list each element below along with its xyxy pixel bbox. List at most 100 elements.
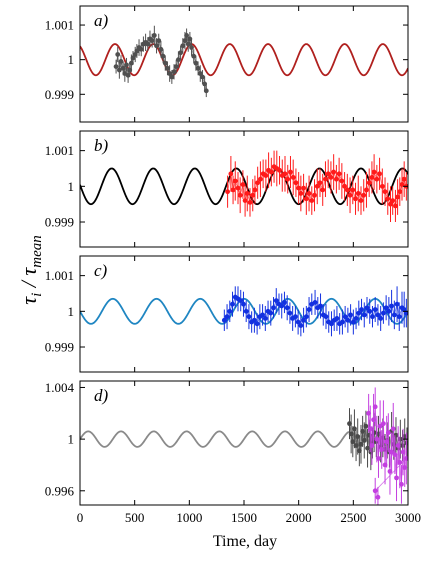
data-point (243, 308, 249, 314)
y-tick-label: 0.996 (45, 483, 75, 498)
data-point (237, 192, 243, 198)
data-point (383, 305, 389, 311)
data-point (348, 312, 353, 318)
data-point (363, 423, 369, 429)
y-axis-label: τi / τmean (16, 235, 45, 305)
data-point (385, 430, 391, 436)
panel-letter: b) (94, 136, 109, 155)
data-point (397, 436, 403, 442)
data-point (230, 187, 236, 193)
data-point (393, 432, 399, 438)
series-1 (225, 150, 408, 223)
data-point (400, 443, 405, 448)
data-point (160, 53, 166, 59)
data-point (167, 71, 173, 76)
data-point (334, 316, 340, 321)
data-point (176, 57, 181, 63)
data-point (180, 43, 186, 49)
y-axis-label-sub-mean: mean (29, 235, 45, 268)
data-point (279, 303, 285, 309)
data-point (339, 178, 345, 184)
panel-frame (79, 130, 409, 248)
data-point (298, 191, 304, 196)
data-point (255, 180, 261, 186)
data-point (403, 310, 408, 316)
data-point (247, 199, 253, 205)
data-point (397, 459, 403, 465)
data-point (312, 192, 317, 198)
x-tick-label: 1000 (176, 510, 202, 525)
data-point (359, 307, 364, 312)
data-point (227, 308, 233, 314)
data-point (116, 67, 122, 73)
data-point (366, 180, 372, 186)
data-point (197, 71, 203, 76)
data-point (130, 55, 136, 61)
data-point (171, 69, 177, 75)
data-point (353, 196, 358, 202)
data-point (367, 308, 373, 314)
series-1 (113, 25, 209, 98)
data-point (295, 319, 301, 325)
data-point (401, 307, 407, 312)
data-point (303, 196, 309, 202)
plot-area (80, 150, 408, 223)
y-tick-label: 1 (68, 432, 75, 447)
data-point (288, 169, 293, 175)
data-point (356, 310, 362, 316)
data-point (397, 189, 403, 195)
data-point (268, 310, 274, 316)
data-point (252, 187, 258, 193)
data-point (333, 176, 339, 182)
chart-panel-2: 0.999 1 1.001 b) (45, 130, 409, 248)
data-point (328, 175, 334, 180)
data-point (165, 65, 170, 71)
series-2 (366, 387, 408, 505)
data-point (318, 303, 323, 309)
data-point (382, 189, 388, 195)
data-point (344, 187, 350, 193)
data-point (347, 192, 353, 198)
data-point (145, 41, 151, 47)
data-point (200, 74, 205, 80)
data-point (221, 317, 227, 323)
data-point (285, 176, 291, 182)
data-point (118, 59, 124, 64)
y-tick-label: 1.001 (45, 268, 74, 283)
data-point (246, 314, 252, 320)
data-point (372, 488, 378, 494)
data-point (306, 307, 312, 312)
data-point (282, 300, 287, 305)
x-tick-label: 1500 (231, 510, 257, 525)
data-point (336, 171, 342, 177)
data-point (230, 301, 235, 307)
data-point (268, 169, 274, 175)
data-point (312, 300, 318, 305)
x-tick-label: 2000 (286, 510, 312, 525)
data-point (262, 316, 268, 321)
data-point (358, 198, 364, 204)
data-point (394, 475, 399, 481)
y-tick-label: 1.001 (45, 18, 74, 33)
data-point (271, 305, 276, 311)
x-tick-label: 3000 (395, 510, 421, 525)
data-point (238, 298, 244, 304)
data-point (393, 203, 398, 209)
y-axis-label-slash-tau: / τ (16, 267, 41, 293)
data-point (364, 187, 369, 193)
data-point (293, 180, 299, 186)
data-point (361, 312, 367, 318)
data-point (399, 481, 404, 487)
data-point (263, 173, 269, 179)
data-point (260, 312, 265, 318)
data-point (134, 48, 140, 54)
y-tick-label: 1 (68, 52, 75, 67)
data-point (372, 307, 378, 312)
data-point (191, 53, 197, 59)
data-point (287, 310, 293, 316)
series-line (115, 34, 207, 91)
data-point (151, 33, 157, 38)
panel-letter: c) (94, 261, 108, 280)
